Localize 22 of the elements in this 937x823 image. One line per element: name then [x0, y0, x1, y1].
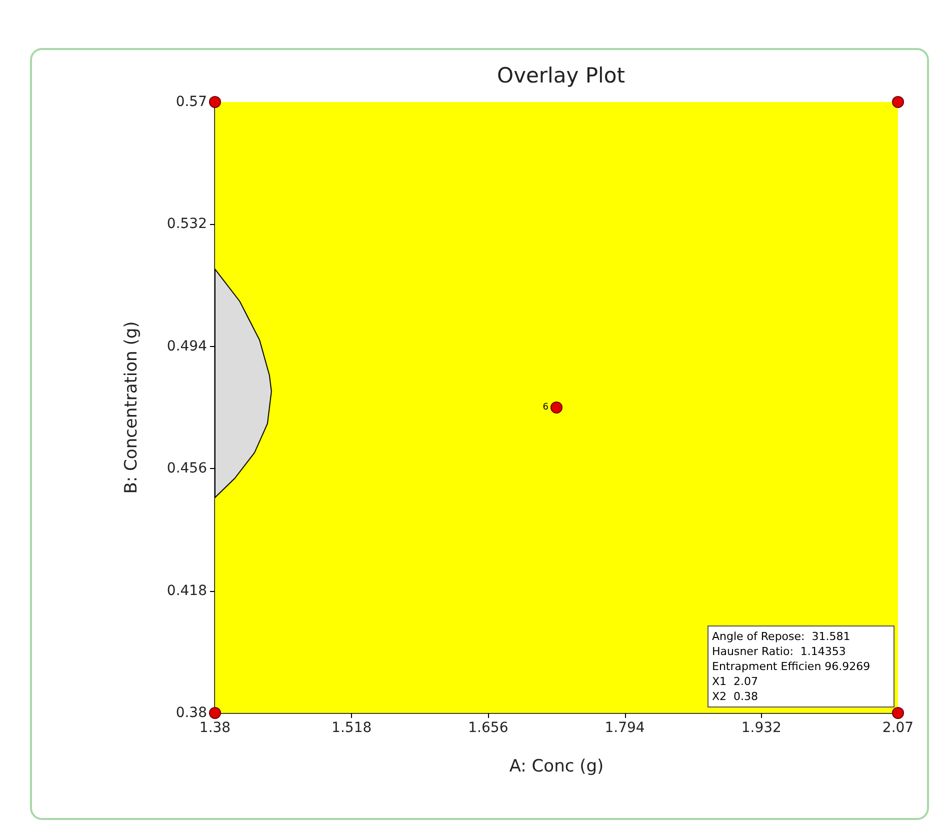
annotation: 6 — [542, 402, 549, 412]
annotation: Angle of Repose: 31.581 Hausner Ratio: 1.14353 Entrapment Efficien 96.9269 X1 2.07 X2 0.38 — [712, 630, 870, 703]
y-tick-label: 0.418 — [166, 582, 207, 599]
point — [892, 707, 904, 719]
x-tick-label: 1.656 — [468, 720, 508, 736]
chart-title: Overlay Plot — [497, 64, 625, 88]
y-tick-label: 0.532 — [166, 216, 207, 232]
point — [550, 402, 562, 414]
x-tick-label: 1.518 — [332, 720, 372, 736]
x-tick-label: 1.38 — [199, 720, 231, 736]
y-tick-label: 0.57 — [176, 94, 207, 110]
point — [209, 96, 221, 108]
point — [892, 96, 904, 108]
point — [209, 707, 221, 719]
x-tick-label: 1.932 — [741, 720, 782, 736]
y-tick-label: 0.494 — [166, 338, 208, 354]
y-axis-title: B: Concentration (g) — [122, 321, 142, 494]
x-axis-title: A: Conc (g) — [509, 756, 604, 776]
y-tick-label: 0.456 — [166, 460, 208, 477]
x-tick-label: 2.07 — [882, 720, 914, 736]
x-tick-label: 1.794 — [604, 720, 645, 736]
y-tick-label: 0.38 — [176, 705, 207, 721]
